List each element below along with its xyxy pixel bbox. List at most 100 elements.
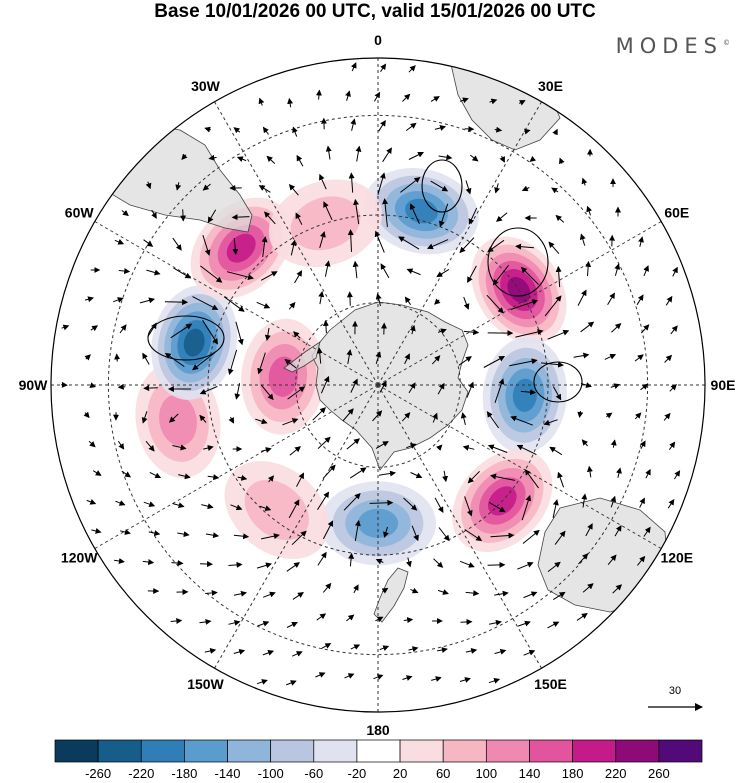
wind-vector-68: [409, 203, 420, 225]
wind-vector-69: [439, 203, 449, 228]
wind-vector-254: [378, 470, 396, 477]
colorbar-swatch-13: [615, 739, 660, 763]
wind-vector-232: [346, 438, 360, 450]
wind-vector-374: [402, 675, 413, 681]
colorbar-tick-label-4: -100: [258, 766, 284, 781]
wind-vector-225: [145, 440, 155, 452]
wind-vector-90: [515, 243, 534, 250]
wind-vector-356: [576, 613, 588, 621]
wind-vector-272: [288, 499, 300, 519]
wind-vector-289: [177, 531, 190, 538]
wind-vector-355: [547, 621, 560, 629]
meridian-120: [377, 384, 662, 549]
wind-vector-286: [91, 528, 102, 534]
wind-vector-253: [349, 467, 367, 479]
longitude-label-1: 30E: [538, 78, 563, 94]
wind-vector-195: [494, 378, 505, 403]
wind-vector-288: [148, 530, 161, 537]
wind-vector-50: [400, 176, 421, 193]
wind-vector-163: [192, 352, 216, 371]
colorbar-swatch-5: [270, 739, 315, 763]
wind-vector-376: [459, 677, 471, 683]
wind-vector-341: [612, 584, 623, 594]
wind-vector-20: [405, 122, 417, 132]
wind-vector-19: [378, 119, 386, 132]
wind-vector-317: [433, 558, 444, 568]
colorbar-swatch-11: [529, 739, 573, 763]
colorbar-tick-label-2: -180: [171, 766, 197, 781]
longitude-label-11: 30W: [191, 78, 221, 94]
wind-vector-219: [577, 410, 584, 418]
wind-vector-54: [521, 185, 530, 192]
wind-vector-123: [288, 301, 296, 310]
wind-vector-146: [322, 319, 329, 334]
wind-vector-365: [437, 647, 448, 653]
contour-indian-low: [533, 361, 583, 403]
wind-vector-297: [411, 525, 419, 542]
anomaly-contour-2-4: [512, 378, 537, 412]
wind-vector-117: [113, 297, 124, 303]
wind-vector-361: [321, 643, 332, 649]
wind-vector-263: [645, 468, 651, 479]
wind-vector-142: [202, 319, 219, 345]
wind-vector-250: [267, 475, 275, 483]
anomaly-contour-9-1: [290, 196, 361, 251]
wind-vector-103: [324, 260, 331, 277]
wind-vector-257: [467, 470, 480, 484]
wind-vector-218: [543, 419, 558, 426]
colorbar-tick-label-12: 220: [605, 766, 627, 781]
colorbar-tick-label-9: 100: [475, 766, 497, 781]
wind-vector-122: [256, 301, 271, 309]
wind-vector-301: [522, 529, 540, 544]
wind-vector-166: [284, 358, 298, 369]
wind-vector-116: [84, 296, 94, 303]
wind-vectors: [61, 62, 681, 686]
longitude-label-6: 180: [366, 722, 390, 738]
wind-vector-8: [402, 93, 411, 102]
colorbar-swatch-12: [572, 739, 617, 763]
wind-vector-300: [490, 532, 515, 539]
wind-vector-240: [581, 439, 588, 447]
wind-vector-237: [487, 444, 508, 453]
wind-vector-177: [604, 353, 617, 360]
wind-vector-282: [581, 493, 588, 508]
wind-vector-56: [581, 177, 588, 186]
wind-vector-88: [459, 237, 475, 254]
wind-vector-128: [434, 298, 441, 305]
wind-vector-182: [117, 383, 126, 390]
wind-vector-353: [489, 619, 502, 626]
modes-logo: MODES©: [616, 34, 730, 58]
wind-vector-134: [607, 292, 615, 305]
wind-vector-151: [463, 329, 480, 336]
wind-vector-311: [256, 562, 272, 569]
wind-vector-63: [264, 211, 276, 225]
wind-vector-157: [640, 324, 650, 334]
reference-vector-label: 30: [669, 685, 681, 697]
wind-vector-234: [406, 443, 417, 449]
wind-vector-241: [610, 439, 617, 448]
wind-vector-100: [226, 271, 254, 280]
wind-vector-302: [554, 530, 566, 545]
wind-vector-158: [670, 325, 678, 335]
wind-vector-24: [524, 128, 531, 135]
wind-vector-327: [205, 589, 218, 596]
wind-vector-305: [643, 526, 651, 537]
wind-vector-364: [408, 646, 419, 653]
colorbar-swatch-9: [442, 739, 487, 763]
wind-vector-248: [207, 474, 220, 481]
wind-vector-331: [322, 582, 332, 593]
wind-vector-239: [549, 446, 563, 456]
colorbar-swatch-6: [313, 739, 358, 763]
wind-vector-306: [114, 558, 125, 564]
wind-vector-34: [408, 152, 424, 160]
wind-vector-14: [233, 127, 241, 134]
wind-vector-186: [234, 383, 241, 400]
wind-vector-15: [262, 126, 269, 135]
wind-vector-221: [634, 412, 642, 420]
wind-vector-197: [552, 386, 562, 401]
wind-vector-362: [350, 644, 361, 650]
wind-vector-334: [410, 587, 419, 594]
wind-vector-53: [494, 183, 500, 194]
wind-vector-114: [643, 265, 649, 277]
